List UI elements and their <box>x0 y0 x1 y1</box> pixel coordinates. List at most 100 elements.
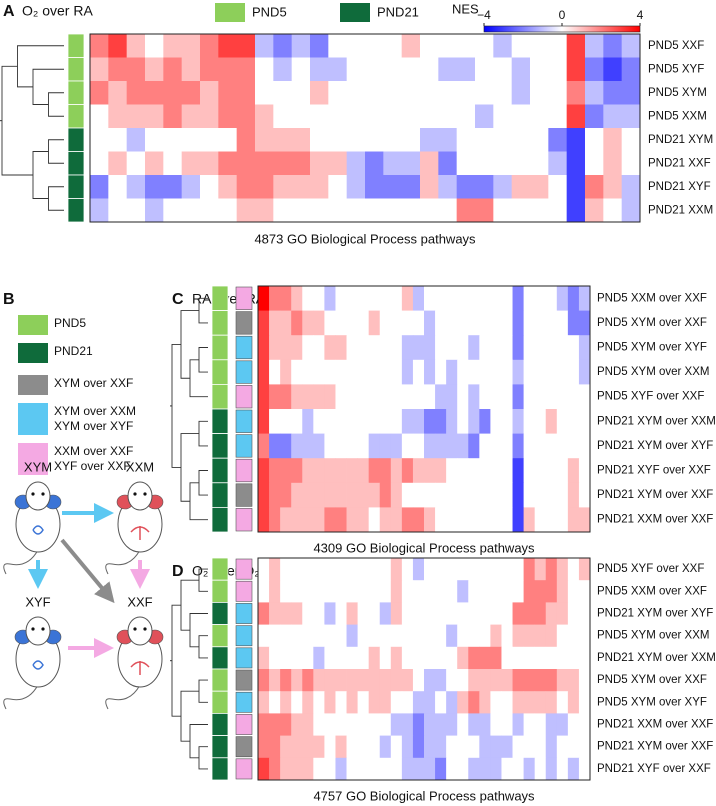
heatmap-cell <box>401 580 414 603</box>
heatmap-cell <box>493 198 513 223</box>
heatmap-cell <box>401 384 414 410</box>
row-label: PND21 XXM <box>648 204 713 216</box>
mouse-tail <box>3 684 39 710</box>
heatmap-cell <box>621 34 641 58</box>
heatmap-cell <box>401 735 414 759</box>
heatmap-cell <box>512 286 524 311</box>
heatmap-cell <box>545 384 558 410</box>
mouse-tail <box>105 549 141 575</box>
heatmap-cell <box>534 359 547 385</box>
heatmap-cell <box>390 735 403 759</box>
heatmap-cell <box>269 433 281 459</box>
heatmap-cell <box>379 310 392 336</box>
heatmap-cell <box>291 580 303 603</box>
heatmap-cell <box>567 409 580 434</box>
heatmap-cell <box>401 433 414 459</box>
heatmap-cell <box>578 458 591 484</box>
heatmap-cell <box>548 151 568 176</box>
heatmap-cell <box>479 669 491 692</box>
heatmap-cell <box>435 433 447 459</box>
group-swatch <box>211 482 229 508</box>
legend-label: PND5 <box>252 4 287 19</box>
heatmap-cell <box>346 507 358 533</box>
heatmap-cell <box>335 359 347 385</box>
heatmap-cell <box>379 602 392 625</box>
heatmap-cell <box>545 409 558 434</box>
heatmap-cell <box>163 34 183 58</box>
heatmap-cell <box>493 104 513 129</box>
heatmap-cell <box>346 104 366 129</box>
heatmap-cell <box>90 34 109 58</box>
heatmap-cell <box>412 669 425 692</box>
heatmap-cell <box>435 713 447 736</box>
heatmap-cell <box>346 335 358 361</box>
heatmap-cell <box>556 646 569 670</box>
heatmap-cell <box>346 198 366 223</box>
heatmap-cell <box>523 507 536 533</box>
heatmap-cell <box>368 558 381 581</box>
heatmap-cell <box>567 602 580 625</box>
heatmap-cell <box>365 128 384 152</box>
heatmap-cell <box>475 81 494 105</box>
heatmap-cell <box>324 580 336 603</box>
heatmap-cell <box>236 175 256 199</box>
comparison-swatch <box>235 580 253 602</box>
heatmap-cell <box>456 104 476 129</box>
group-swatch <box>211 713 229 737</box>
mouse-eye <box>31 627 35 631</box>
heatmap-cell <box>401 558 414 581</box>
heatmap-cell <box>523 384 536 410</box>
heatmap-cell <box>534 624 547 648</box>
heatmap-cell <box>475 151 494 176</box>
heatmap-cell <box>258 310 270 336</box>
heatmap-cell <box>368 335 381 361</box>
heatmap-cell <box>501 286 513 311</box>
heatmap-cell <box>163 104 183 129</box>
row-label: PND5 XYM over XXF <box>597 317 707 329</box>
legend-label: XYF over XXF <box>54 459 131 473</box>
heatmap-cell <box>258 286 270 311</box>
heatmap-cell <box>258 335 270 361</box>
heatmap-cell <box>324 669 336 692</box>
heatmap-cell <box>435 624 447 648</box>
heatmap-cell <box>383 34 403 58</box>
heatmap-cell <box>258 558 270 581</box>
heatmap-cell <box>435 335 447 361</box>
heatmap-cell <box>420 104 439 129</box>
heatmap-cell <box>390 602 403 625</box>
mouse-eye <box>143 492 147 496</box>
heatmap-cell <box>566 104 586 129</box>
heatmap-cell <box>457 458 469 484</box>
heatmap-cell <box>280 624 292 648</box>
heatmap-cell <box>446 646 458 670</box>
heatmap-cell <box>435 691 447 714</box>
heatmap-cell <box>324 624 336 648</box>
heatmap-cell <box>585 198 604 223</box>
heatmap-cell <box>556 669 569 692</box>
heatmap-cell <box>401 409 414 434</box>
heatmap-cell <box>456 81 476 105</box>
heatmap-cell <box>365 34 384 58</box>
heatmap-cell <box>357 482 370 508</box>
group-swatch <box>211 383 229 410</box>
heatmap-cell <box>556 757 569 781</box>
heatmap-cell <box>357 286 370 311</box>
heatmap-cell <box>446 602 458 625</box>
heatmap-cell <box>578 286 591 311</box>
heatmap-cell <box>313 624 325 648</box>
heatmap-cell <box>145 151 164 176</box>
heatmap-cell <box>258 735 270 759</box>
heatmap-cell <box>324 482 336 508</box>
heatmap-cell <box>310 128 329 152</box>
heatmap-cell <box>457 507 469 533</box>
row-label: PND21 XYM over XYF <box>597 440 713 452</box>
heatmap-cell <box>302 558 314 581</box>
heatmap-cell <box>390 335 403 361</box>
heatmap-cell <box>390 286 403 311</box>
heatmap-cell <box>578 691 591 714</box>
heatmap-cell <box>291 198 311 223</box>
heatmap-cell <box>438 57 458 82</box>
heatmap-cell <box>379 735 392 759</box>
group-swatch <box>211 285 229 312</box>
heatmap-cell <box>490 458 502 484</box>
